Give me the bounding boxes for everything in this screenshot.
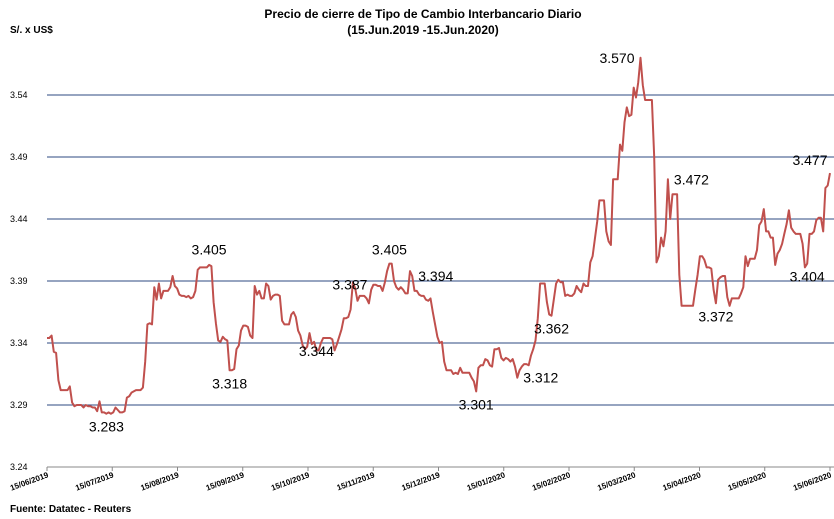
x-tick-label: 15/10/2019 bbox=[270, 470, 311, 492]
data-label: 3.477 bbox=[792, 152, 827, 168]
x-tick-label: 15/02/2020 bbox=[531, 470, 572, 492]
source-note: Fuente: Datatec - Reuters bbox=[10, 504, 132, 515]
y-tick-label: 3.34 bbox=[10, 338, 28, 348]
data-label: 3.387 bbox=[332, 277, 367, 293]
data-label: 3.472 bbox=[674, 171, 709, 187]
data-label: 3.301 bbox=[459, 396, 494, 412]
chart-subtitle: (15.Jun.2019 -15.Jun.2020) bbox=[347, 23, 498, 37]
data-label: 3.283 bbox=[89, 419, 124, 435]
y-tick-label: 3.39 bbox=[10, 276, 28, 286]
y-tick-label: 3.29 bbox=[10, 400, 28, 410]
x-tick-label: 15/07/2019 bbox=[74, 470, 115, 492]
data-labels: 3.283 3.405 3.318 3.344 3.387 3.405 3.394 3.301… bbox=[89, 50, 828, 435]
x-tick-label: 15/06/2020 bbox=[792, 470, 833, 492]
x-tick-label: 15/11/2019 bbox=[336, 470, 377, 492]
y-tick-label: 3.24 bbox=[10, 462, 28, 472]
data-label: 3.394 bbox=[418, 268, 453, 284]
x-tick-label: 15/04/2020 bbox=[661, 470, 702, 492]
y-tick-label: 3.54 bbox=[10, 90, 28, 100]
x-tick-label: 15/05/2020 bbox=[727, 470, 768, 492]
y-axis-unit: S/. x US$ bbox=[10, 25, 53, 36]
x-tick-label: 15/03/2020 bbox=[596, 470, 637, 492]
data-label: 3.312 bbox=[523, 370, 558, 386]
x-tick-label: 15/09/2019 bbox=[205, 470, 246, 492]
data-label: 3.404 bbox=[790, 269, 825, 285]
data-label: 3.405 bbox=[192, 241, 227, 257]
data-label: 3.372 bbox=[698, 308, 733, 324]
data-label: 3.570 bbox=[599, 50, 634, 66]
x-tick-label: 15/12/2019 bbox=[400, 470, 441, 492]
data-label: 3.318 bbox=[212, 375, 247, 391]
x-tick-label: 15/06/2019 bbox=[9, 470, 50, 492]
y-tick-label: 3.49 bbox=[10, 152, 28, 162]
chart-title: Precio de cierre de Tipo de Cambio Inter… bbox=[264, 7, 581, 21]
y-tick-label: 3.44 bbox=[10, 214, 28, 224]
x-tick-label: 15/08/2019 bbox=[139, 470, 180, 492]
data-label: 3.362 bbox=[534, 321, 569, 337]
gridlines bbox=[47, 94, 834, 406]
x-tick-labels: 15/06/2019 15/07/2019 15/08/2019 15/09/2019… bbox=[9, 467, 833, 493]
data-label: 3.405 bbox=[372, 241, 407, 257]
x-tick-label: 15/01/2020 bbox=[466, 470, 507, 492]
y-tick-labels: 3.24 3.29 3.34 3.39 3.44 3.49 3.54 bbox=[10, 90, 28, 472]
series-layer bbox=[47, 56, 831, 415]
series-line bbox=[47, 56, 831, 415]
data-label: 3.344 bbox=[299, 343, 334, 359]
